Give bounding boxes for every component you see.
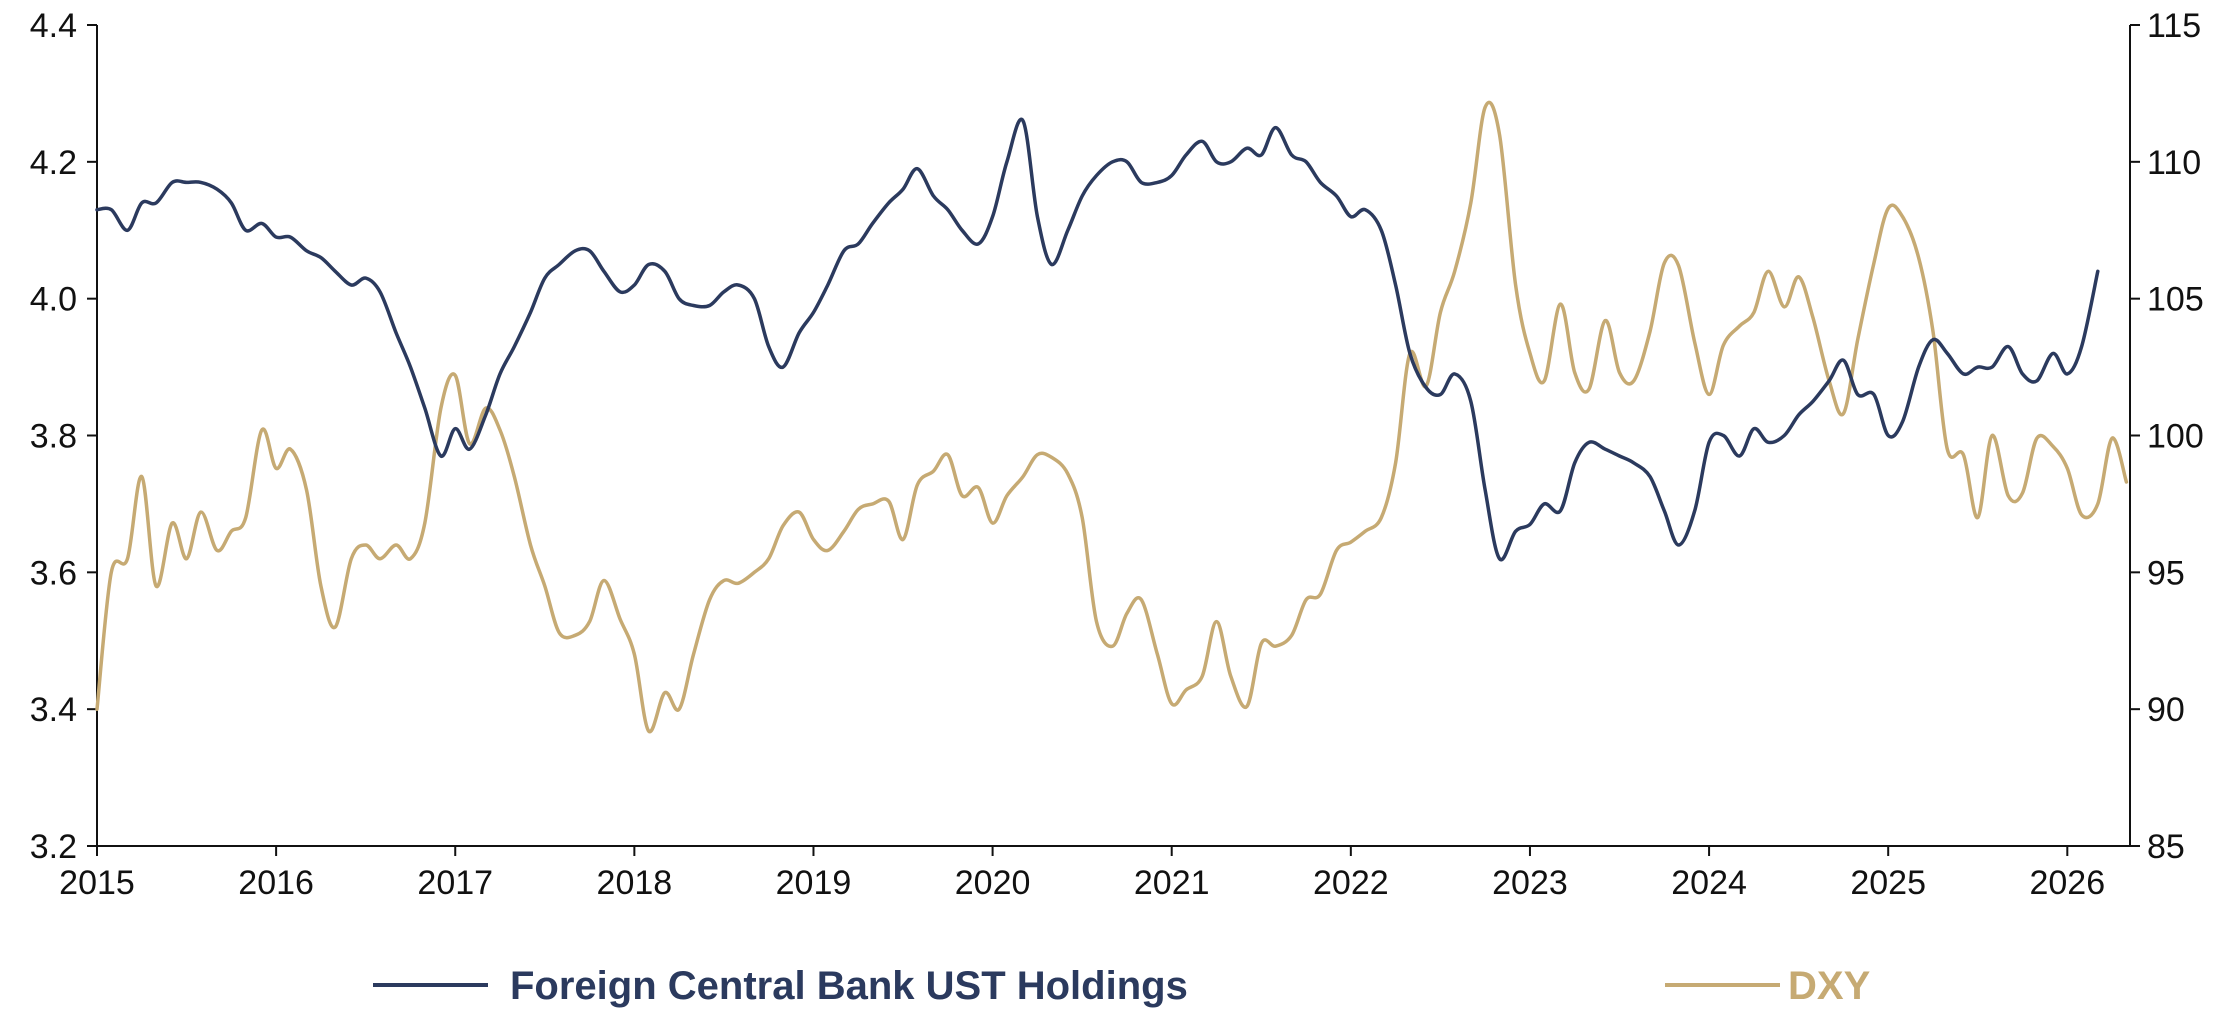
- y-left-tick-label: 3.8: [30, 418, 77, 456]
- x-tick-label: 2020: [955, 864, 1031, 902]
- x-tick-label: 2024: [1671, 864, 1747, 902]
- legend: Foreign Central Bank UST Holdings DXY: [373, 964, 1871, 1008]
- x-tick-label: 2022: [1313, 864, 1389, 902]
- y-left-tick-label: 4.0: [30, 281, 77, 319]
- x-tick-label: 2015: [59, 864, 135, 902]
- y-right-tick-label: 105: [2147, 281, 2204, 319]
- legend-label-ust-holdings: Foreign Central Bank UST Holdings: [510, 964, 1188, 1008]
- y-left-tick-label: 3.6: [30, 554, 77, 592]
- y-right-tick-label: 100: [2147, 418, 2204, 456]
- y-right-tick-label: 95: [2147, 554, 2185, 592]
- x-tick-label: 2017: [417, 864, 493, 902]
- y-right-tick-label: 115: [2147, 7, 2201, 45]
- y-left-tick-label: 3.4: [30, 691, 77, 729]
- y-left-tick-label: 3.2: [30, 828, 77, 866]
- y-right-tick-label: 90: [2147, 691, 2185, 729]
- x-tick-label: 2026: [2029, 864, 2105, 902]
- axes-layer: 3.2 3.4 3.6 3.8 4.0 4.2 4.4 85 90 95 100 105 110 115 2…: [30, 7, 2204, 902]
- series-line-dxy: [95, 100, 2129, 734]
- y-right-tick-label: 110: [2147, 144, 2201, 182]
- x-tick-label: 2018: [597, 864, 673, 902]
- y-left-tick-label: 4.4: [30, 7, 77, 45]
- x-tick-label: 2019: [776, 864, 852, 902]
- x-tick-label: 2023: [1492, 864, 1568, 902]
- series-line-ust-holdings: [95, 117, 2100, 562]
- legend-label-dxy: DXY: [1788, 964, 1871, 1008]
- x-tick-label: 2021: [1134, 864, 1210, 902]
- y-left-tick-label: 4.2: [30, 144, 77, 182]
- series-layer: [95, 100, 2129, 734]
- y-right-tick-label: 85: [2147, 828, 2185, 866]
- x-tick-label: 2025: [1850, 864, 1926, 902]
- x-tick-label: 2016: [238, 864, 314, 902]
